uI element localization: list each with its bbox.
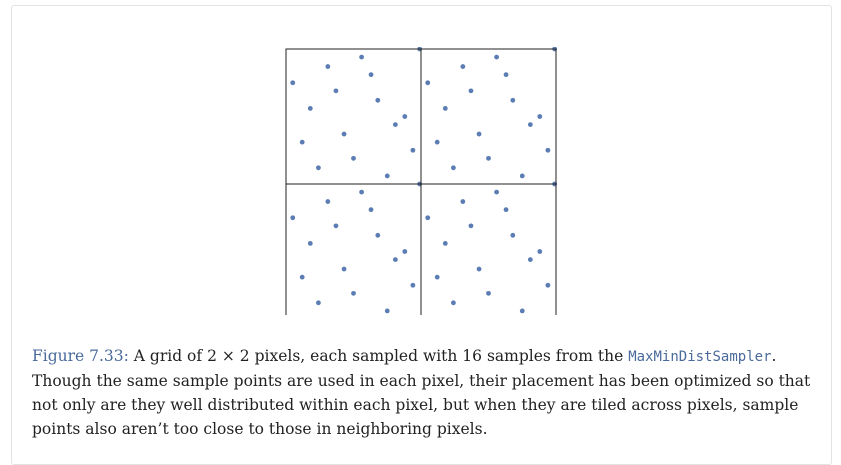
sample-point xyxy=(451,300,456,306)
sample-point xyxy=(527,257,533,262)
sample-point xyxy=(316,165,321,171)
caption-text-post: . Though the same sample points are used… xyxy=(32,347,811,438)
sample-point xyxy=(341,266,347,272)
sample-point xyxy=(341,131,347,137)
sample-point xyxy=(392,257,398,262)
sample-point xyxy=(494,54,499,60)
sample-point xyxy=(359,189,364,195)
sample-point xyxy=(307,241,313,246)
sample-point xyxy=(333,223,339,229)
sample-point xyxy=(299,139,305,145)
sample-point xyxy=(425,80,431,86)
sample-point xyxy=(325,64,331,69)
sample-point xyxy=(290,215,296,221)
sample-point xyxy=(392,122,398,127)
caption-text-mid: pixels, each sampled with 16 samples fro… xyxy=(249,347,629,365)
figure-label[interactable]: Figure 7.33: xyxy=(32,347,129,365)
caption-text-pre: A grid of xyxy=(128,347,208,365)
sample-point xyxy=(402,249,408,254)
math-a: 2 xyxy=(207,347,217,365)
sample-point xyxy=(351,155,356,161)
math-b: 2 xyxy=(239,347,250,365)
sample-point xyxy=(402,114,408,119)
sample-point xyxy=(375,232,381,238)
sample-point xyxy=(486,155,491,161)
sample-point xyxy=(476,266,482,272)
sample-point xyxy=(307,106,313,111)
sample-point xyxy=(503,72,509,78)
sample-point xyxy=(486,290,491,296)
sample-point xyxy=(316,300,321,306)
sample-point xyxy=(410,147,416,153)
sample-point xyxy=(545,282,551,288)
sample-point xyxy=(460,64,466,69)
sample-point xyxy=(434,274,440,280)
sample-point xyxy=(384,173,390,179)
sample-point xyxy=(519,173,525,179)
sample-point xyxy=(503,207,509,213)
sample-point xyxy=(468,223,474,229)
sample-point xyxy=(325,199,331,204)
math-times: × xyxy=(216,347,240,365)
sample-point xyxy=(494,189,499,195)
sample-point xyxy=(537,114,543,119)
sample-point xyxy=(476,131,482,137)
sample-point xyxy=(460,199,466,204)
pixel-grid xyxy=(285,48,557,315)
figure-caption: Figure 7.33: A grid of 2 × 2 pixels, eac… xyxy=(32,344,812,441)
sample-point xyxy=(351,290,356,296)
sample-point xyxy=(442,106,448,111)
sample-point xyxy=(299,274,305,280)
sample-point xyxy=(537,249,543,254)
sample-point xyxy=(510,232,516,238)
sample-point xyxy=(368,72,374,78)
sampler-class-name[interactable]: MaxMinDistSampler xyxy=(628,349,772,365)
sample-point xyxy=(434,139,440,145)
sample-points xyxy=(290,47,558,314)
sample-point xyxy=(442,241,448,246)
sample-point xyxy=(545,147,551,153)
sample-point xyxy=(451,165,456,171)
sample-point xyxy=(510,97,516,103)
sample-point xyxy=(368,207,374,213)
sample-point xyxy=(384,308,390,314)
sample-point xyxy=(359,54,364,60)
sample-point xyxy=(410,282,416,288)
sample-point xyxy=(527,122,533,127)
sample-point xyxy=(375,97,381,103)
sample-point xyxy=(333,88,339,94)
sample-grid-figure xyxy=(285,47,558,315)
sample-point xyxy=(468,88,474,94)
sample-point xyxy=(519,308,525,314)
sample-point xyxy=(290,80,296,86)
sample-point xyxy=(425,215,431,221)
